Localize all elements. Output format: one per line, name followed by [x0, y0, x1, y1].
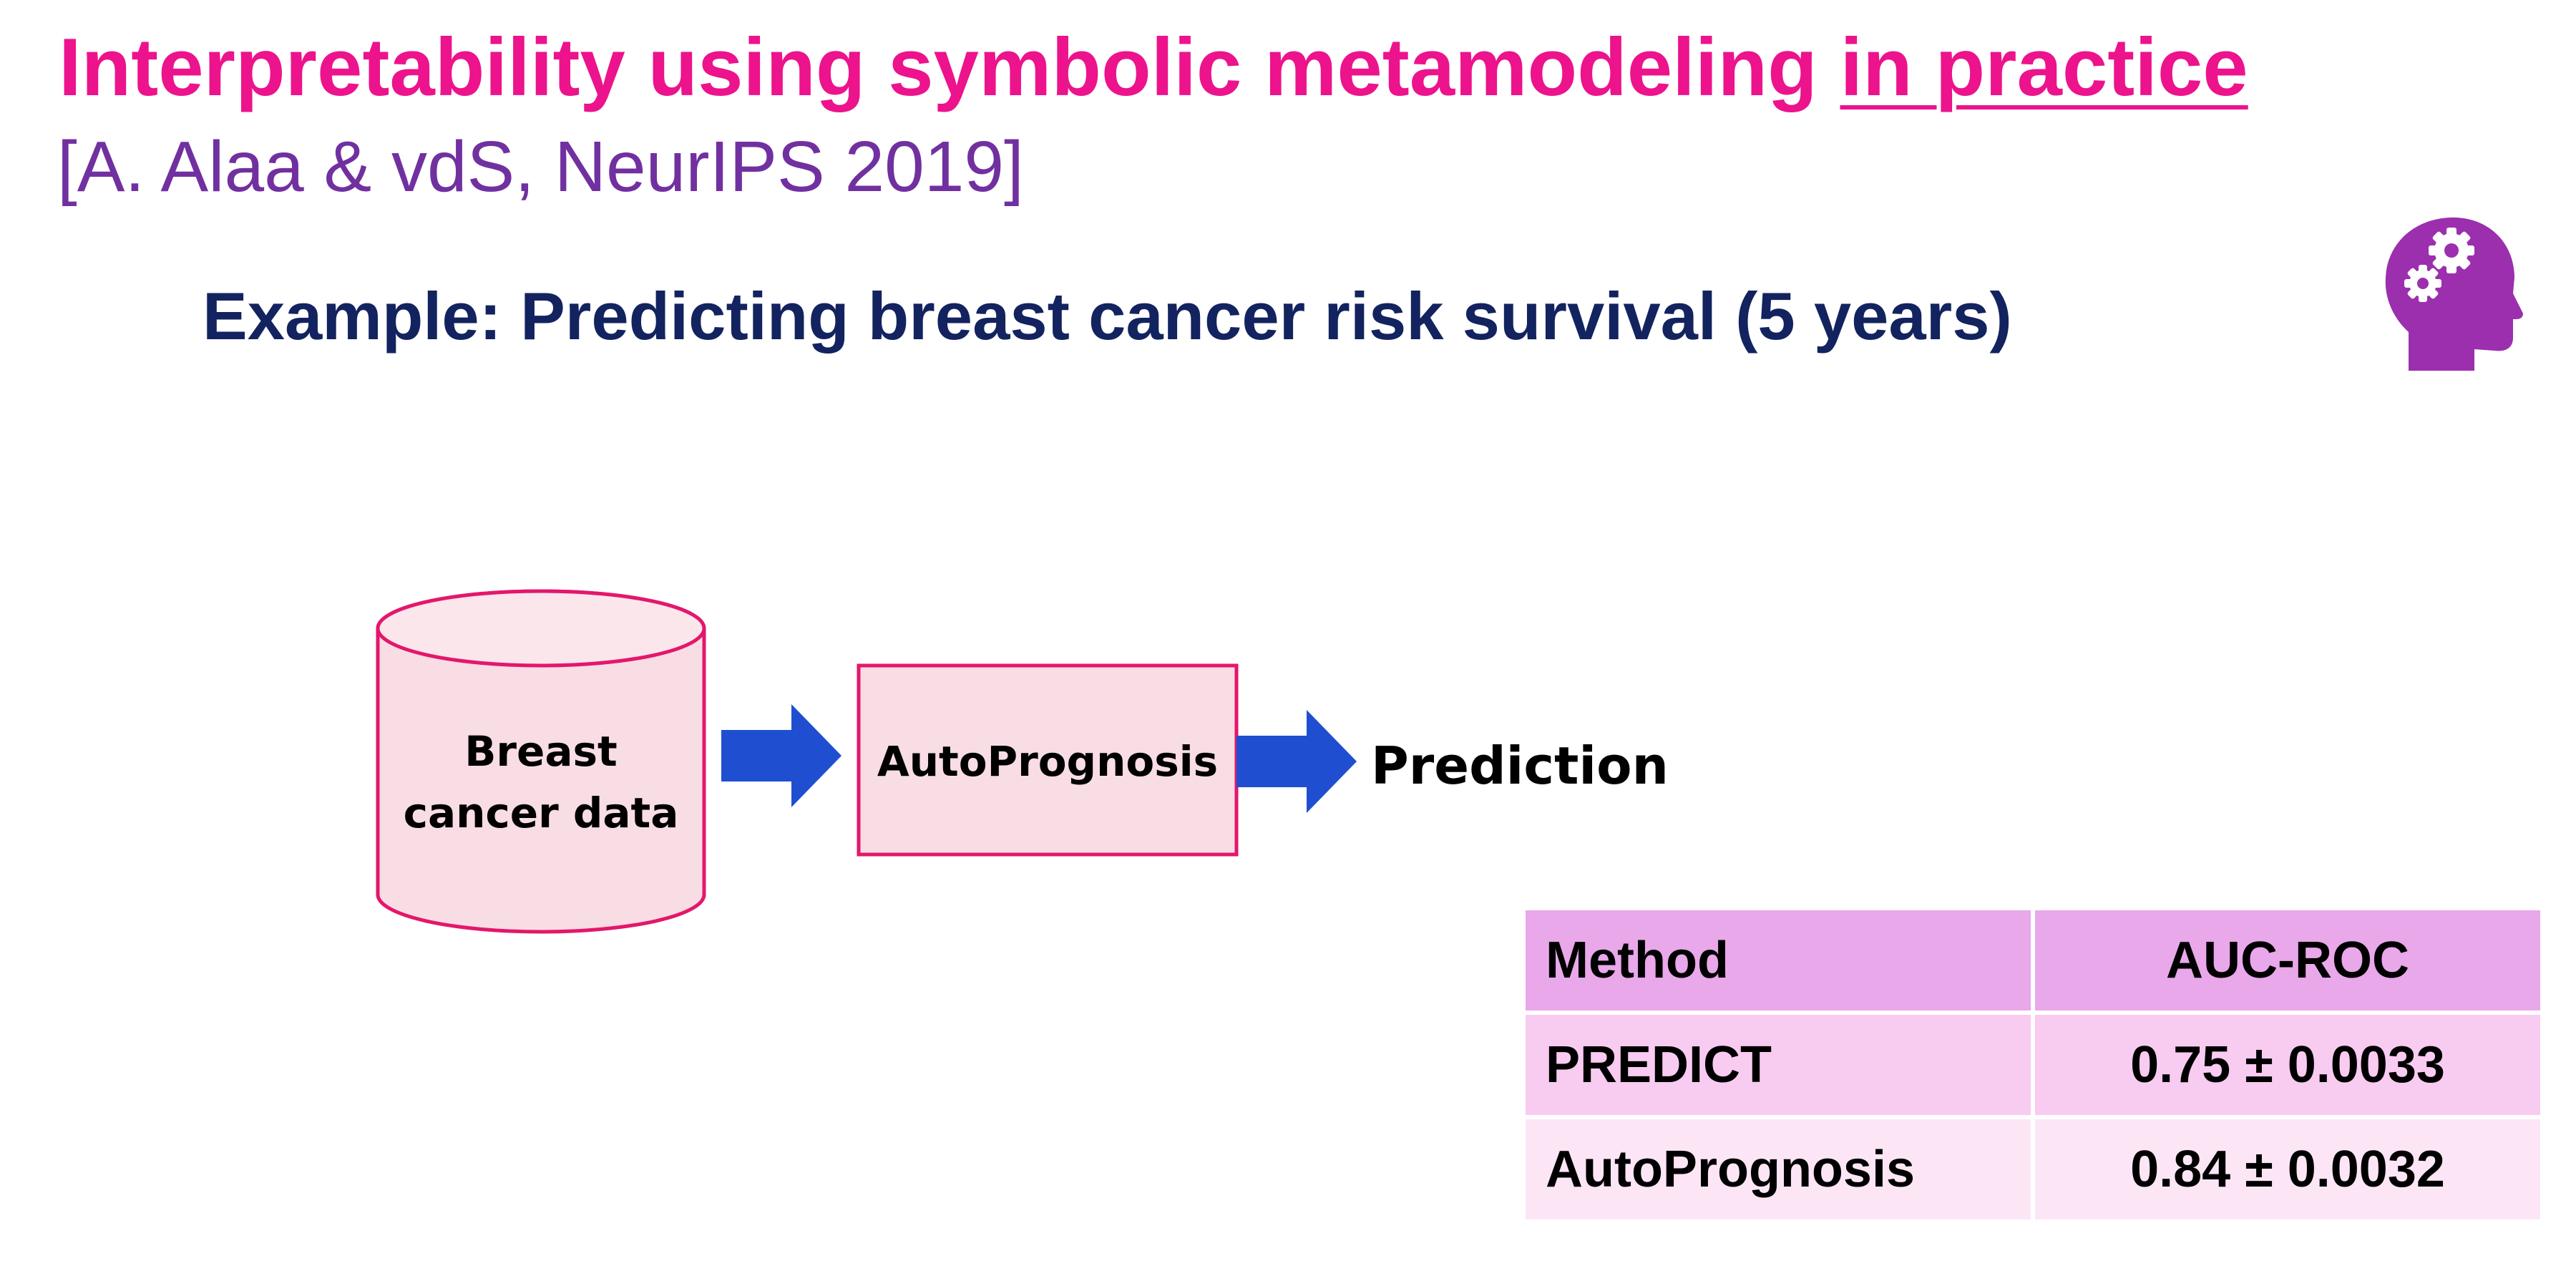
prediction-label: Prediction — [1371, 736, 1669, 796]
slide-title: Interpretability using symbolic metamode… — [59, 14, 2248, 122]
model-node-label: AutoPrognosis — [877, 737, 1218, 786]
citation: [A. Alaa & vdS, NeurIPS 2019] — [57, 127, 1024, 207]
head-with-gears-icon — [2385, 217, 2523, 371]
method-cell: PREDICT — [1521, 1011, 2035, 1119]
autoprognosis-node: AutoPrognosis — [857, 663, 1239, 857]
model-box — [857, 663, 1239, 857]
table-row: AutoPrognosis 0.84 ± 0.0032 — [1521, 1115, 2545, 1224]
database-cylinder: Breast cancer data — [376, 589, 706, 934]
title-main-text: Interpretability using symbolic metamode… — [59, 22, 1840, 113]
results-table: Method AUC-ROC PREDICT 0.75 ± 0.0033 Aut… — [1521, 906, 2545, 1224]
data-node-line1: Breast — [464, 727, 618, 776]
auc-cell: 0.75 ± 0.0033 — [2031, 1011, 2545, 1119]
method-cell: AutoPrognosis — [1521, 1115, 2035, 1224]
header-method: Method — [1521, 906, 2035, 1015]
arrow-data-to-model — [721, 704, 841, 807]
table-row: PREDICT 0.75 ± 0.0033 — [1521, 1011, 2545, 1119]
head-silhouette — [2385, 217, 2523, 371]
cylinder-top — [376, 589, 706, 668]
table-header-row: Method AUC-ROC — [1521, 906, 2545, 1015]
arrow-model-to-prediction — [1236, 710, 1357, 813]
title-emphasis-text: in practice — [1840, 22, 2248, 113]
slide-subtitle: Example: Predicting breast cancer risk s… — [203, 278, 2012, 354]
large-gear-icon — [2429, 228, 2474, 273]
auc-cell: 0.84 ± 0.0032 — [2031, 1115, 2545, 1224]
header-auc-roc: AUC-ROC — [2031, 906, 2545, 1015]
data-node-line2: cancer data — [404, 789, 679, 837]
small-gear-icon — [2404, 265, 2441, 302]
